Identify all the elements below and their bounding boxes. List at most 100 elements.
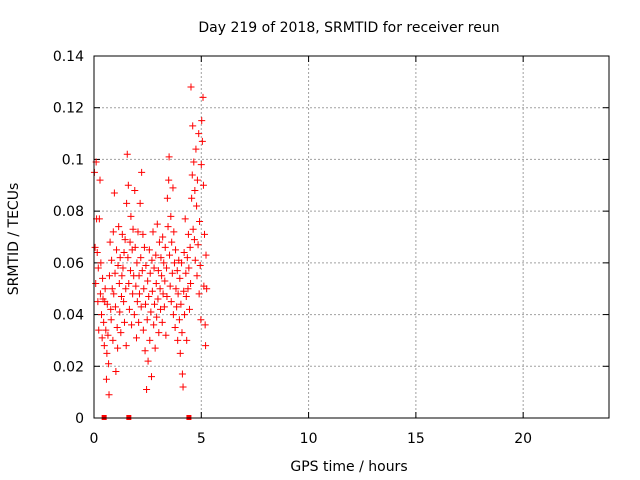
data-point [186,243,194,251]
data-point [111,269,119,277]
data-point [120,298,128,306]
data-point [203,285,211,293]
data-point [193,272,201,280]
data-point [135,318,143,326]
data-point [199,93,207,101]
data-point [131,186,139,194]
data-point [167,298,175,306]
data-point [156,285,164,293]
data-point [135,272,143,280]
x-tick-label: 15 [407,431,425,447]
data-point [185,305,193,313]
data-point [161,243,169,251]
data-point [168,238,176,246]
data-point [176,274,184,282]
data-point [191,186,199,194]
data-point [189,122,197,130]
data-point [153,313,161,321]
data-point [140,243,148,251]
y-tick-label: 0 [75,411,84,427]
data-point [160,303,168,311]
data-point [173,303,181,311]
data-point [117,292,125,300]
data-point [123,199,131,207]
y-tick-label: 0.14 [53,49,84,65]
y-tick-label: 0.02 [53,359,84,375]
data-point [106,238,114,246]
axis-tick-labels: 0 0.02 0.04 0.06 0.08 0.1 0.12 0.14 0 5 10 15 20 [53,49,532,447]
data-point [145,246,153,254]
data-point [169,311,177,319]
data-point [154,295,162,303]
data-point [132,282,140,290]
data-point [143,386,151,394]
data-point [166,282,174,290]
data-point [141,347,149,355]
data-point [187,280,195,288]
data-point [139,326,147,334]
data-point [127,212,135,220]
data-point [195,290,203,298]
data-point [148,373,156,381]
data-point [181,215,189,223]
data-point [187,83,195,91]
x-tick-label: 20 [514,431,532,447]
y-axis-label: SRMTID / TECUs [6,183,22,296]
data-point [152,280,160,288]
data-point [99,274,107,282]
data-point [95,326,103,334]
data-point [119,264,127,272]
data-point [94,264,102,272]
data-point [177,300,185,308]
data-point [108,256,116,264]
data-point [150,264,158,272]
data-point [160,259,168,267]
y-tick-label: 0.04 [53,308,84,324]
data-point [136,199,144,207]
data-point [179,383,187,391]
y-tick-label: 0.1 [62,152,84,168]
data-point [148,256,156,264]
data-point [121,236,129,244]
data-point [180,249,188,257]
data-point [195,130,203,138]
data-point [116,254,124,262]
data-point [123,150,131,158]
data-point [198,137,206,145]
data-point [193,176,201,184]
data-point [100,318,108,326]
data-point [93,249,101,257]
data-point [164,223,172,231]
data-point [173,267,181,275]
data-point [201,321,209,329]
data-point [155,329,163,337]
data-point [138,168,146,176]
data-point [189,225,197,233]
data-point [148,287,156,295]
data-point [168,269,176,277]
x-axis-label: GPS time / hours [290,459,407,475]
data-point [115,280,123,288]
data-point [191,256,199,264]
data-point [140,285,148,293]
data-point [190,236,198,244]
data-point [158,318,166,326]
data-point [103,300,111,308]
data-points [90,83,211,420]
data-point [169,184,177,192]
data-point [184,230,192,238]
data-point [178,259,186,267]
data-point [196,261,204,269]
data-point [146,269,154,277]
data-point [117,329,125,337]
data-point [134,228,142,236]
data-point [144,357,152,365]
data-point [128,321,136,329]
data-point [145,292,153,300]
data-point [157,254,165,262]
data-point [185,264,193,272]
data-point [165,153,173,161]
data-point [105,272,113,280]
data-point [144,277,152,285]
plot-area-border [93,55,610,419]
